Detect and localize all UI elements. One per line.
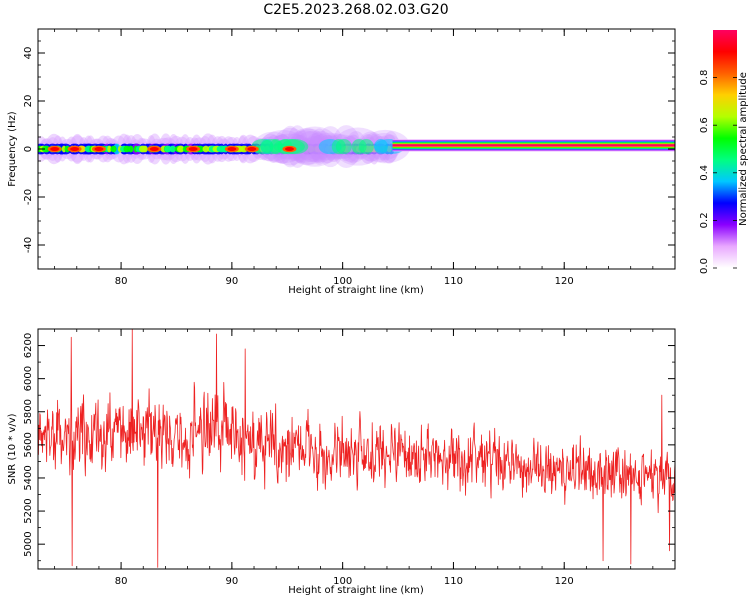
colorbar-scale [713, 30, 737, 268]
snr-line [38, 329, 675, 568]
y-tick-label: 0 [23, 146, 34, 152]
spectrogram-panel: 80 90 100 110 120 -40 -20 0 20 40 Height of strai… [7, 28, 676, 296]
colorbar-tick-label: 0.8 [699, 70, 710, 86]
spectrogram-blob-inner [169, 145, 177, 153]
y-tick-label: 5200 [23, 498, 34, 523]
x-tick-label: 120 [555, 276, 574, 287]
y-tick-label: -20 [23, 189, 34, 205]
y-tick-label: 5800 [23, 399, 34, 424]
x-tick-label: 100 [333, 576, 352, 587]
snr-ticks: 80 90 100 110 120 5000 5200 5400 5600 5800 6000 620… [23, 328, 676, 587]
spectrogram-haze [290, 126, 340, 167]
spectrogram-hotspot-core [227, 147, 237, 151]
y-tick-label: 5000 [23, 531, 34, 556]
spectrogram-hotspot-core [247, 147, 257, 151]
y-tick-label: 20 [23, 95, 34, 108]
colorbar-tick-label: 0.0 [699, 258, 710, 274]
spectrogram-blob-inner [41, 145, 51, 153]
spectrogram-blob-inner [107, 145, 112, 153]
x-tick-label: 90 [226, 576, 239, 587]
snr-panel: 80 90 100 110 120 5000 5200 5400 5600 5800 6000 620… [7, 328, 676, 596]
y-tick-label: 5400 [23, 465, 34, 490]
y-tick-label: 40 [23, 47, 34, 60]
x-tick-label: 120 [555, 576, 574, 587]
x-tick-label: 110 [444, 276, 463, 287]
spectrogram-haze-core [269, 139, 283, 155]
snr-xlabel: Height of straight line (km) [288, 585, 424, 596]
spectrogram-ylabel: Frequency (Hz) [7, 111, 18, 187]
x-tick-label: 90 [226, 276, 239, 287]
colorbar-tick-label: 0.6 [699, 117, 710, 133]
spectrogram-blob-inner [142, 145, 148, 153]
spectrogram-ticks: 80 90 100 110 120 -40 -20 0 20 40 [23, 28, 676, 287]
spectrogram-haze [292, 128, 327, 165]
snr-frame [37, 328, 676, 570]
y-tick-label: 5600 [23, 432, 34, 457]
colorbar-ticks: 0.0 0.2 0.4 0.6 0.8 [699, 70, 737, 274]
y-tick-label: -40 [23, 237, 34, 253]
spectrogram-heatmap [38, 125, 675, 169]
spectrogram-haze [305, 132, 329, 161]
x-tick-label: 80 [115, 576, 128, 587]
spectrogram-hotspot-core [188, 147, 198, 151]
snr-ylabel: SNR (10 * v/v) [7, 413, 18, 484]
x-tick-label: 110 [444, 576, 463, 587]
colorbar-tick-label: 0.4 [699, 165, 710, 181]
colorbar-label: Normalized spectral amplitude [738, 72, 749, 226]
spectrogram-hotspot-core [94, 147, 104, 151]
y-tick-label: 6200 [23, 333, 34, 358]
x-tick-label: 80 [115, 276, 128, 287]
x-tick-label: 100 [333, 276, 352, 287]
spectrogram-haze [293, 131, 333, 163]
spectrogram-hotspot-core [284, 147, 294, 151]
spectrogram-blob-inner [110, 145, 117, 153]
spectrogram-blob-inner [177, 145, 185, 153]
spectrogram-hotspot-core [50, 147, 60, 151]
y-tick-label: 6000 [23, 366, 34, 391]
figure-title: C2E5.2023.268.02.03.G20 [263, 2, 448, 18]
spectrogram-xlabel: Height of straight line (km) [288, 285, 424, 296]
colorbar-tick-label: 0.2 [699, 212, 710, 228]
spectrogram-blob-inner [123, 145, 131, 153]
spectrogram-haze-core [335, 139, 352, 155]
spectrogram-blob-inner [128, 145, 134, 153]
spectrogram-band-core [392, 144, 675, 147]
colorbar: 0.0 0.2 0.4 0.6 0.8 Normalized spectral ampl… [699, 30, 749, 274]
spectrogram-haze-core [358, 139, 374, 155]
spectrogram-hotspot-core [149, 147, 159, 151]
spectrogram-hotspot-core [70, 147, 80, 151]
